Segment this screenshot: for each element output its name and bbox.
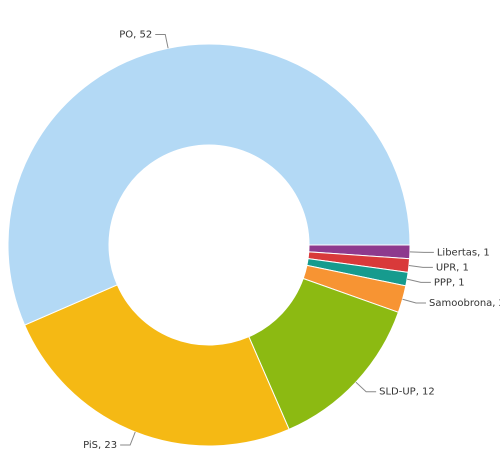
leader-line bbox=[355, 381, 377, 393]
data-label: SLD-UP, 12 bbox=[379, 387, 435, 398]
leader-line bbox=[155, 33, 169, 49]
leader-line bbox=[406, 278, 431, 283]
data-label: PiS, 23 bbox=[83, 440, 117, 451]
leader-line bbox=[402, 298, 427, 304]
data-label: PPP, 1 bbox=[434, 277, 465, 288]
donut-slice bbox=[23, 284, 290, 447]
donut-slice bbox=[7, 43, 411, 326]
data-label: Samoobrona, 2 bbox=[429, 298, 500, 309]
leader-line bbox=[120, 431, 136, 446]
data-label: UPR, 1 bbox=[436, 262, 469, 273]
data-label: Libertas, 1 bbox=[437, 247, 490, 258]
data-label: PO, 52 bbox=[119, 29, 152, 40]
leader-line bbox=[408, 265, 433, 268]
